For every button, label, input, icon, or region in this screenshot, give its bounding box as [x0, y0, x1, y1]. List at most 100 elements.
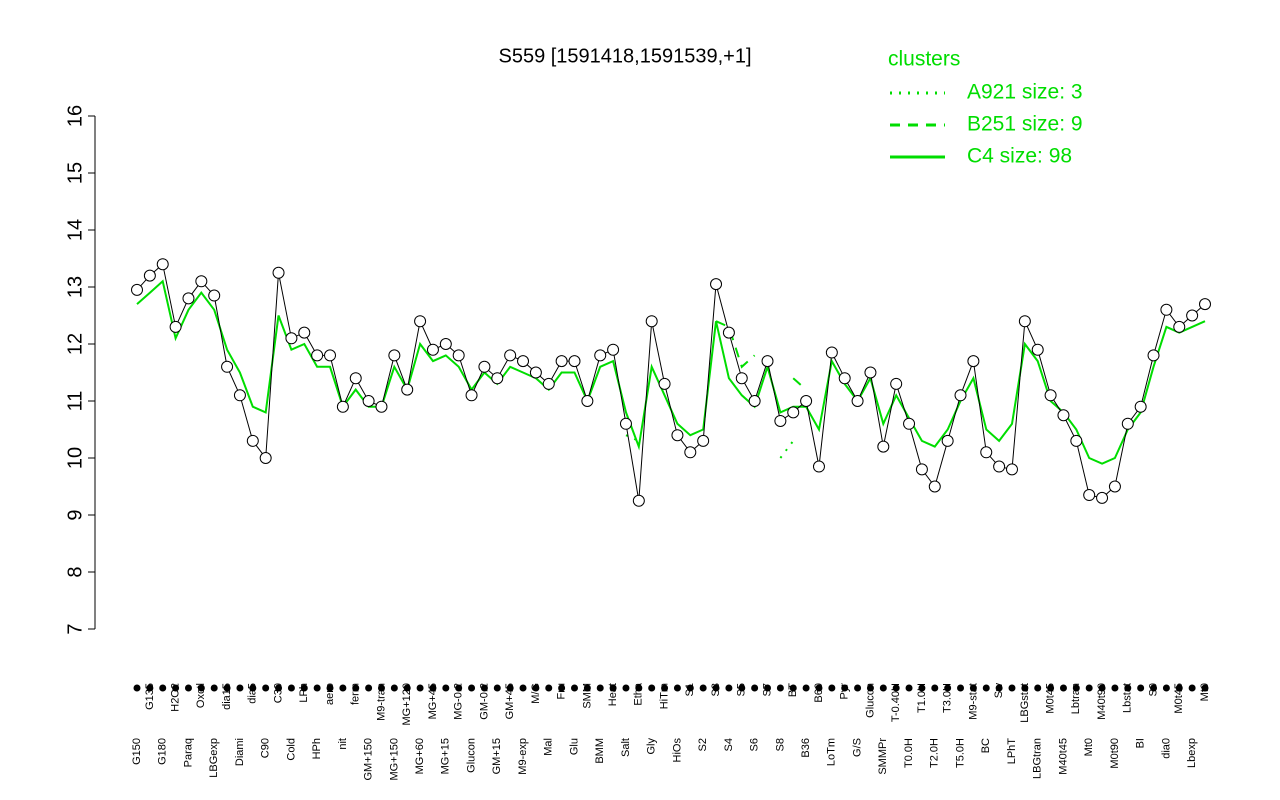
- x-tick-label: T2.0H: [929, 738, 941, 768]
- x-tick-label: M9-tran: [375, 683, 387, 721]
- y-tick-label: 8: [64, 566, 86, 577]
- x-tick-label: G/S: [851, 738, 863, 757]
- data-point: [156, 258, 169, 271]
- data-point: [131, 283, 143, 296]
- x-tick-label: Heat: [607, 683, 619, 706]
- rug-point: [287, 684, 295, 692]
- data-point: [877, 440, 890, 453]
- y-tick-label: 9: [64, 509, 86, 520]
- data-point: [1199, 298, 1211, 311]
- rug-point: [1085, 684, 1093, 692]
- data-point: [864, 366, 877, 379]
- x-tick-label: LPh: [298, 683, 310, 703]
- data-point: [607, 343, 620, 356]
- rug-point: [236, 684, 244, 692]
- data-point: [1031, 343, 1044, 356]
- rug-point: [789, 684, 797, 692]
- x-tick-label: nit: [337, 738, 349, 750]
- rug-point: [506, 684, 514, 692]
- rug-point: [944, 684, 952, 692]
- rug-point: [146, 684, 154, 692]
- rug-point: [673, 684, 681, 692]
- rug-point: [1124, 684, 1132, 692]
- x-tick-label: Diami: [234, 738, 246, 766]
- data-point: [362, 395, 375, 407]
- data-point: [542, 377, 555, 390]
- x-tick-label: GM+15: [491, 738, 503, 774]
- x-tick-label: S7: [761, 683, 773, 696]
- cluster-line: [136, 279, 1206, 465]
- chart-title: S559 [1591418,1591539,+1]: [498, 45, 751, 67]
- rug-point: [468, 684, 476, 692]
- cluster-line: [715, 320, 807, 391]
- data-point: [195, 275, 208, 288]
- rug-point: [365, 684, 373, 692]
- data-point: [1005, 463, 1018, 476]
- data-point: [1057, 409, 1070, 422]
- rug-point: [764, 684, 772, 692]
- x-tick-label: G135: [144, 683, 156, 710]
- rug-point: [1072, 684, 1080, 692]
- rug-point: [686, 684, 694, 692]
- rug-point: [596, 684, 604, 692]
- rug-point: [802, 684, 810, 692]
- data-point: [851, 395, 864, 407]
- x-tick-label: Gly: [646, 738, 658, 755]
- data-point: [774, 414, 787, 427]
- x-tick-label: S6: [749, 738, 761, 751]
- data-point: [349, 372, 362, 385]
- x-tick-label: MG+45: [427, 683, 439, 719]
- x-tick-label: BT: [787, 683, 799, 697]
- x-tick-label: LBGexp: [208, 738, 220, 778]
- y-tick-label: 12: [64, 333, 86, 355]
- rug-point: [854, 684, 862, 692]
- y-tick-label: 13: [64, 276, 86, 298]
- y-tick-label: 15: [64, 162, 86, 184]
- data-point: [568, 355, 581, 368]
- rug-point: [879, 684, 887, 692]
- data-point: [1147, 349, 1160, 362]
- rug-point: [197, 684, 205, 692]
- rug-point: [1021, 684, 1029, 692]
- rug-point: [326, 684, 334, 692]
- x-tick-label: aero: [324, 683, 336, 705]
- data-point: [594, 349, 607, 362]
- x-tick-label: M/G: [530, 683, 542, 704]
- rug-point: [1008, 684, 1016, 692]
- rug-point: [519, 684, 527, 692]
- x-tick-label: H2O2: [170, 683, 182, 712]
- data-point: [311, 349, 324, 362]
- y-tick-label: 11: [64, 391, 86, 412]
- x-tick-label: M9-exp: [517, 738, 529, 775]
- rug-point: [159, 684, 167, 692]
- x-tick-label: HPh: [311, 738, 323, 759]
- rug-point: [133, 684, 141, 692]
- x-tick-label: M0t45: [1044, 683, 1056, 714]
- data-point: [722, 326, 735, 339]
- x-tick-label: C90: [260, 738, 272, 758]
- rug-point: [480, 684, 488, 692]
- legend-label: A921 size: 3: [967, 81, 1083, 104]
- data-point: [838, 372, 851, 385]
- data-point: [980, 446, 993, 459]
- data-point: [890, 377, 903, 390]
- x-tick-label: Lbtran: [1070, 683, 1082, 714]
- data-point: [710, 278, 723, 291]
- data-point: [491, 372, 504, 385]
- rug-point: [1201, 684, 1209, 692]
- x-tick-label: M40t90: [1096, 683, 1108, 720]
- data-point: [529, 366, 542, 379]
- rug-point: [918, 684, 926, 692]
- x-tick-label: Glucon: [465, 738, 477, 773]
- rug-point: [1047, 684, 1055, 692]
- data-point: [439, 338, 452, 350]
- data-point: [246, 434, 259, 447]
- x-tick-label: G150: [131, 738, 143, 765]
- x-tick-label: B36: [800, 738, 812, 758]
- rug-point: [172, 684, 180, 692]
- data-point: [1083, 489, 1096, 502]
- x-tick-label: Mal: [543, 738, 555, 756]
- x-tick-label: S2: [697, 738, 709, 751]
- rug-point: [313, 684, 321, 692]
- data-point: [517, 355, 530, 368]
